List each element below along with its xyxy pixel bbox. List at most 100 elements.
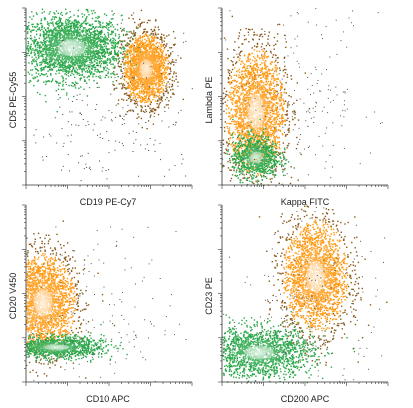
data-point xyxy=(130,74,132,76)
data-point xyxy=(78,32,80,34)
data-point xyxy=(133,68,135,70)
data-point xyxy=(148,46,150,48)
data-point xyxy=(65,55,68,58)
data-point xyxy=(131,14,133,16)
data-point xyxy=(131,72,133,74)
data-point xyxy=(66,45,68,47)
data-point xyxy=(149,86,150,88)
data-point xyxy=(127,63,130,65)
data-point xyxy=(82,54,84,56)
data-point xyxy=(70,38,73,40)
data-point xyxy=(75,42,77,45)
data-point xyxy=(92,66,94,68)
data-point xyxy=(116,29,119,31)
data-point xyxy=(152,75,154,78)
data-point xyxy=(31,56,33,58)
data-point xyxy=(50,60,53,63)
data-point xyxy=(153,67,155,70)
data-point xyxy=(108,152,110,154)
data-point xyxy=(183,32,185,34)
data-point xyxy=(132,46,135,49)
data-point xyxy=(137,53,139,55)
data-point xyxy=(77,52,80,54)
data-point xyxy=(69,39,71,41)
data-point xyxy=(117,76,119,78)
data-point xyxy=(122,35,124,37)
data-point xyxy=(59,54,62,56)
data-point xyxy=(58,27,60,29)
data-point xyxy=(30,69,32,71)
data-point xyxy=(56,47,59,49)
data-point xyxy=(158,75,161,77)
data-point xyxy=(144,41,147,44)
data-point xyxy=(61,48,63,50)
data-point xyxy=(147,85,150,87)
data-point xyxy=(249,65,252,67)
data-point xyxy=(62,45,64,47)
data-point xyxy=(162,45,164,47)
data-point xyxy=(83,88,85,90)
data-point xyxy=(80,25,82,27)
data-point xyxy=(96,42,98,44)
data-point xyxy=(150,67,152,69)
data-point xyxy=(164,90,167,93)
data-point xyxy=(79,31,81,34)
data-point xyxy=(74,56,76,58)
data-point xyxy=(144,56,146,59)
data-point xyxy=(89,59,91,61)
data-point xyxy=(245,87,247,90)
data-point xyxy=(163,106,166,108)
data-point xyxy=(71,63,74,65)
data-point xyxy=(70,39,72,41)
data-point xyxy=(154,65,156,67)
data-point xyxy=(139,100,141,102)
data-point xyxy=(159,80,161,82)
data-point xyxy=(262,156,264,158)
data-point xyxy=(79,64,82,66)
data-point xyxy=(97,15,99,18)
data-point xyxy=(122,86,124,88)
data-point xyxy=(69,43,72,45)
data-point xyxy=(141,62,143,64)
data-point xyxy=(62,47,64,50)
data-point xyxy=(53,30,55,32)
data-point xyxy=(39,67,42,70)
data-point xyxy=(146,79,148,81)
data-point xyxy=(67,65,69,67)
data-point xyxy=(48,30,50,32)
data-point xyxy=(114,45,117,47)
data-point xyxy=(115,60,117,62)
data-point xyxy=(99,21,101,24)
data-point xyxy=(36,91,39,94)
data-point xyxy=(147,105,149,107)
data-point xyxy=(123,29,125,32)
data-point xyxy=(90,71,93,73)
data-point xyxy=(44,40,46,43)
data-point xyxy=(170,53,172,55)
data-point xyxy=(130,36,133,38)
data-point xyxy=(107,48,109,51)
data-point xyxy=(144,86,146,88)
data-point xyxy=(91,23,94,25)
data-point xyxy=(70,64,72,67)
data-point xyxy=(81,30,84,32)
data-point xyxy=(57,57,59,59)
data-point xyxy=(105,62,107,65)
data-point xyxy=(149,94,152,96)
data-point xyxy=(137,92,139,94)
data-point xyxy=(146,94,148,96)
data-point xyxy=(124,72,127,74)
data-point xyxy=(135,98,137,100)
data-point xyxy=(147,61,150,63)
data-point xyxy=(153,57,156,59)
data-point xyxy=(93,52,95,54)
data-point xyxy=(34,50,36,52)
data-point xyxy=(164,68,166,70)
data-point xyxy=(144,46,147,49)
data-point xyxy=(80,52,82,55)
data-point xyxy=(144,67,147,70)
data-point xyxy=(168,100,170,102)
data-point xyxy=(68,84,70,87)
data-point xyxy=(101,41,104,43)
data-point xyxy=(52,49,55,51)
